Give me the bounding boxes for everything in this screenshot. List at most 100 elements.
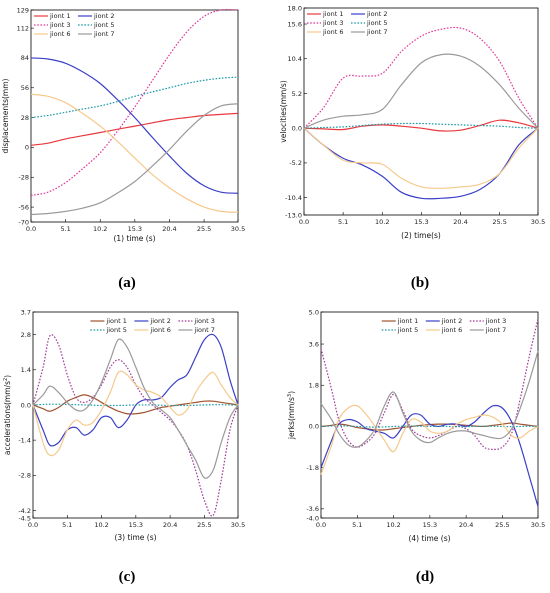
y-axis-label: jerks(mm/s3) (287, 391, 296, 440)
y-axis-label: displacements(mm) (1, 78, 10, 153)
y-axis-label-exponent: 3 (287, 394, 293, 397)
chart-b: 0.0 5.1 10.2 15.3 20.4 25.5 30.5 -13.0 -10.4 -5.2… (279, 4, 545, 291)
series-line-jiont3 (303, 26, 539, 129)
legend-label-jiont5: jiont 5 (397, 326, 418, 334)
x-tick-label: 5.1 (62, 521, 72, 529)
legend-label-jiont6: jiont 6 (322, 28, 343, 36)
chart-d: 0.0 5.1 10.2 15.3 20.4 25.5 30.5 -4.0-3.6 -1.8 0.… (287, 308, 545, 585)
y-axis-label: velocities(mm/s) (279, 80, 288, 142)
x-tick-label: 10.2 (93, 225, 107, 233)
legend-label-jiont1: jiont 1 (49, 12, 70, 20)
series-line-acc3 (32, 334, 239, 517)
x-tick-label: 0.0 (316, 521, 326, 529)
panel-label: (b) (411, 275, 429, 291)
y-tick-label: -5.2 (289, 159, 302, 167)
series-line-jiont2 (320, 404, 539, 507)
legend-label-jiont2: jiont 2 (93, 12, 114, 20)
y-tick-label: -70 (18, 218, 29, 226)
series-line-jiont6 (303, 127, 539, 189)
legend-label-acc1: jiont 1 (105, 317, 126, 325)
legend-label-jiont6: jiont 6 (149, 326, 170, 334)
x-tick-label: 10.2 (375, 218, 389, 226)
y-tick-label: -4.5 (18, 514, 31, 522)
series-line-jiont6 (30, 93, 239, 214)
y-tick-label: 1.4 (21, 366, 31, 374)
y-tick-label: 84 (21, 54, 29, 62)
legend-label-jiont2: jiont 2 (441, 317, 462, 325)
legend-label-jiont7: jiont 7 (193, 326, 214, 334)
x-tick-label: 15.3 (414, 218, 428, 226)
y-tick-label: -56 (18, 203, 29, 211)
series-line-jiont2 (30, 57, 239, 194)
series-line-acc3 (320, 318, 539, 450)
y-tick-label: -4.2 (18, 507, 31, 515)
legend-label-jiont7: jiont 7 (366, 28, 387, 36)
y-tick-label: -3.6 (306, 505, 319, 513)
x-tick-label: 20.4 (459, 521, 473, 529)
y-tick-label: -1.8 (306, 464, 319, 472)
panel-label: (a) (118, 275, 136, 291)
y-tick-label: 129 (17, 6, 29, 14)
legend-label-jiont2: jiont 2 (149, 317, 170, 325)
x-tick-label: 0.0 (299, 218, 309, 226)
y-tick-label: 56 (21, 84, 29, 92)
series-line-acc1 (32, 394, 239, 415)
x-tick-label: 10.2 (386, 521, 400, 529)
series-line-jiont1 (30, 112, 239, 146)
x-tick-label: 20.4 (453, 218, 467, 226)
x-tick-label: 20.4 (162, 225, 176, 233)
legend-label-jiont1: jiont 1 (322, 10, 343, 18)
y-tick-label: 5.0 (309, 308, 319, 316)
x-tick-label: 15.3 (128, 225, 142, 233)
y-tick-label: 28 (21, 114, 29, 122)
legend-label-jiont5: jiont 5 (93, 21, 114, 29)
y-tick-label: 1.8 (309, 382, 319, 390)
x-tick-label: 15.3 (129, 521, 143, 529)
y-tick-label: 0 (25, 144, 29, 152)
x-tick-label: 0.0 (28, 521, 38, 529)
x-axis-label: (1) time (s) (113, 234, 155, 243)
y-tick-label: -4.0 (306, 514, 319, 522)
series-line-jiont6 (320, 404, 539, 475)
y-tick-label: 5.2 (292, 90, 302, 98)
plot-frame (303, 7, 539, 216)
x-axis-label: (3) time (s) (114, 533, 156, 542)
y-tick-label: -13.0 (285, 211, 302, 219)
series-line-jiont1 (303, 119, 539, 132)
y-tick-label: 0.0 (292, 124, 302, 132)
y-tick-label: 3.7 (21, 308, 31, 316)
series-line-jiont7 (303, 53, 539, 129)
panel-label: (d) (416, 569, 434, 585)
legend-label-jiont5: jiont 5 (105, 326, 126, 334)
legend-label-acc3: jiont 3 (485, 317, 506, 325)
series-line-jiont7 (32, 338, 239, 479)
x-tick-label: 25.5 (492, 218, 506, 226)
y-tick-label: -28 (18, 174, 29, 182)
series-line-jiont5 (320, 425, 539, 428)
plot-frame (320, 311, 539, 519)
x-tick-label: 5.1 (352, 521, 362, 529)
x-tick-label: 15.3 (423, 521, 437, 529)
series-line-jiont7 (30, 103, 239, 216)
x-tick-label: 30.5 (531, 521, 545, 529)
chart-c: 0.0 5.1 10.2 15.3 20.4 25.5 30.5 -4.5-4.2 -2.8 -1… (3, 308, 245, 585)
x-tick-label: 20.4 (163, 521, 177, 529)
y-tick-label: 15.6 (288, 20, 302, 28)
plot-frame (30, 9, 239, 223)
series-line-jiont5 (30, 76, 239, 119)
y-tick-label: 112 (17, 24, 29, 32)
series-line-jiont7 (320, 350, 539, 448)
legend-label-jiont2: jiont 2 (366, 10, 387, 18)
x-tick-label: 10.2 (94, 521, 108, 529)
y-tick-label: 10.4 (288, 55, 302, 63)
legend-label-jiont3: jiont 3 (322, 19, 343, 27)
series-line-jiont6 (32, 370, 239, 457)
series-line-jiont2 (303, 127, 539, 200)
legend-label-jiont6: jiont 6 (441, 326, 462, 334)
x-tick-label: 5.1 (338, 218, 348, 226)
y-tick-label: -10.4 (285, 194, 302, 202)
y-tick-label: 0.0 (309, 423, 319, 431)
legend-label-jiont6: jiont 6 (49, 30, 70, 38)
panel-label: (c) (119, 569, 136, 585)
